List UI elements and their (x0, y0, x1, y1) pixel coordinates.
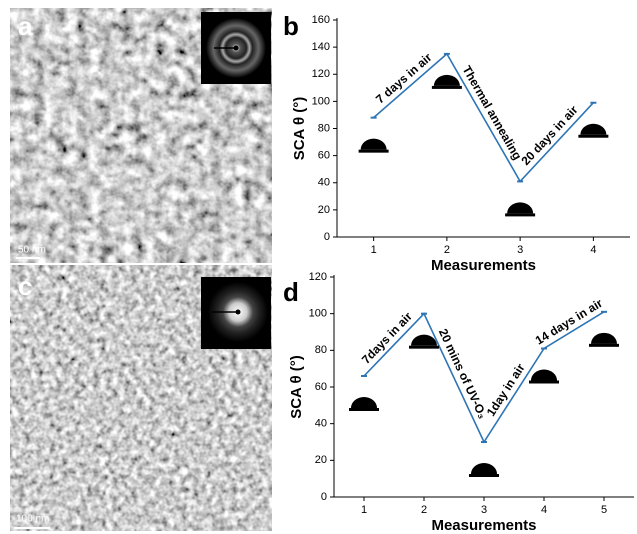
droplet (580, 124, 606, 135)
x-tick-label: 1 (371, 244, 377, 256)
y-tick-label: 60 (318, 150, 330, 162)
x-tick-label: 1 (361, 504, 367, 516)
droplet-base (589, 344, 619, 347)
panel-label: b (283, 11, 299, 41)
y-tick-label: 120 (309, 271, 327, 283)
y-tick-label: 40 (315, 418, 327, 430)
droplet-base (359, 150, 389, 153)
x-tick-label: 3 (481, 504, 487, 516)
droplet-base (469, 474, 499, 477)
tem-image-c: c 100 nm (10, 265, 272, 531)
droplet (361, 139, 387, 150)
y-tick-label: 100 (312, 95, 330, 107)
y-tick-label: 160 (312, 14, 330, 26)
droplet-base (349, 408, 379, 411)
droplet-base (432, 86, 462, 89)
droplet (434, 75, 460, 86)
panel-label: a (18, 11, 33, 41)
droplet-base (529, 381, 559, 384)
x-tick-label: 4 (590, 244, 596, 256)
annotation: Thermal annealing (460, 63, 525, 162)
y-tick-label: 0 (324, 231, 330, 243)
droplet (351, 397, 377, 408)
annotation: 20 mins of UV-O₃ (436, 327, 490, 421)
y-tick-label: 120 (312, 68, 330, 80)
y-tick-label: 100 (309, 308, 327, 320)
droplet-base (505, 213, 535, 216)
annotation: 20 days in air (519, 103, 581, 168)
annotation: 7days in air (359, 309, 415, 367)
y-tick-label: 20 (315, 454, 327, 466)
scale-bar-label: 50 nm (18, 245, 46, 256)
droplet-base (578, 135, 608, 138)
droplet (507, 202, 533, 213)
x-tick-label: 2 (444, 244, 450, 256)
droplet (591, 333, 617, 344)
y-tick-label: 20 (318, 204, 330, 216)
x-tick-label: 5 (601, 504, 607, 516)
y-tick-label: 40 (318, 177, 330, 189)
y-axis-label: SCA θ (°) (288, 355, 305, 419)
y-tick-label: 80 (318, 122, 330, 134)
annotation: 1day in air (484, 361, 528, 419)
x-axis-label: Measurements (431, 517, 536, 534)
x-axis-label: Measurements (431, 257, 536, 274)
annotation: 7 days in air (373, 50, 435, 106)
droplet (471, 463, 497, 474)
figure: a 50 nm c 100 nm b0204060801001201401601… (0, 0, 637, 534)
x-tick-label: 2 (421, 504, 427, 516)
y-tick-label: 80 (315, 344, 327, 356)
x-tick-label: 4 (541, 504, 547, 516)
panel-label: c (18, 271, 32, 301)
scale-bar-label: 100 nm (16, 514, 49, 525)
x-tick-label: 3 (517, 244, 523, 256)
droplet-base (409, 346, 439, 349)
y-tick-label: 0 (321, 491, 327, 503)
tem-image-a: a 50 nm (10, 8, 272, 263)
y-tick-label: 140 (312, 41, 330, 53)
y-axis-label: SCA θ (°) (291, 97, 308, 161)
y-tick-label: 60 (315, 381, 327, 393)
panel-label: d (283, 277, 299, 307)
droplet (531, 370, 557, 381)
droplet (411, 335, 437, 346)
